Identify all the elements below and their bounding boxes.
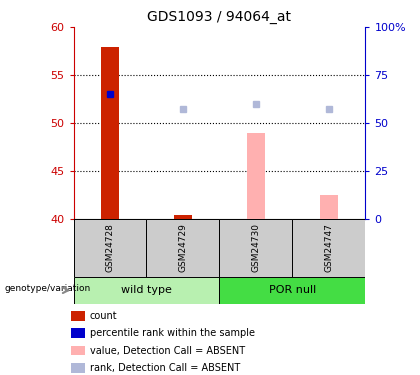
Bar: [101, 46, 119, 219]
Text: wild type: wild type: [121, 285, 172, 295]
Bar: [71, 363, 85, 373]
Bar: [220, 219, 292, 277]
Bar: [74, 277, 220, 304]
Title: GDS1093 / 94064_at: GDS1093 / 94064_at: [147, 10, 291, 24]
Text: rank, Detection Call = ABSENT: rank, Detection Call = ABSENT: [90, 363, 240, 373]
Text: GSM24747: GSM24747: [324, 223, 333, 272]
Bar: [147, 219, 220, 277]
Bar: [71, 328, 85, 338]
Bar: [174, 215, 192, 219]
Text: genotype/variation: genotype/variation: [4, 284, 90, 293]
Text: GSM24730: GSM24730: [252, 223, 260, 272]
Text: value, Detection Call = ABSENT: value, Detection Call = ABSENT: [90, 346, 245, 355]
Text: GSM24728: GSM24728: [105, 223, 115, 272]
Text: count: count: [90, 311, 118, 321]
Bar: [320, 195, 338, 219]
Text: GSM24729: GSM24729: [178, 223, 187, 272]
Bar: [71, 346, 85, 355]
Text: POR null: POR null: [269, 285, 316, 295]
Bar: [247, 133, 265, 219]
Bar: [292, 219, 365, 277]
Text: percentile rank within the sample: percentile rank within the sample: [90, 328, 255, 338]
Bar: [71, 311, 85, 321]
Bar: [74, 219, 147, 277]
Bar: [220, 277, 365, 304]
